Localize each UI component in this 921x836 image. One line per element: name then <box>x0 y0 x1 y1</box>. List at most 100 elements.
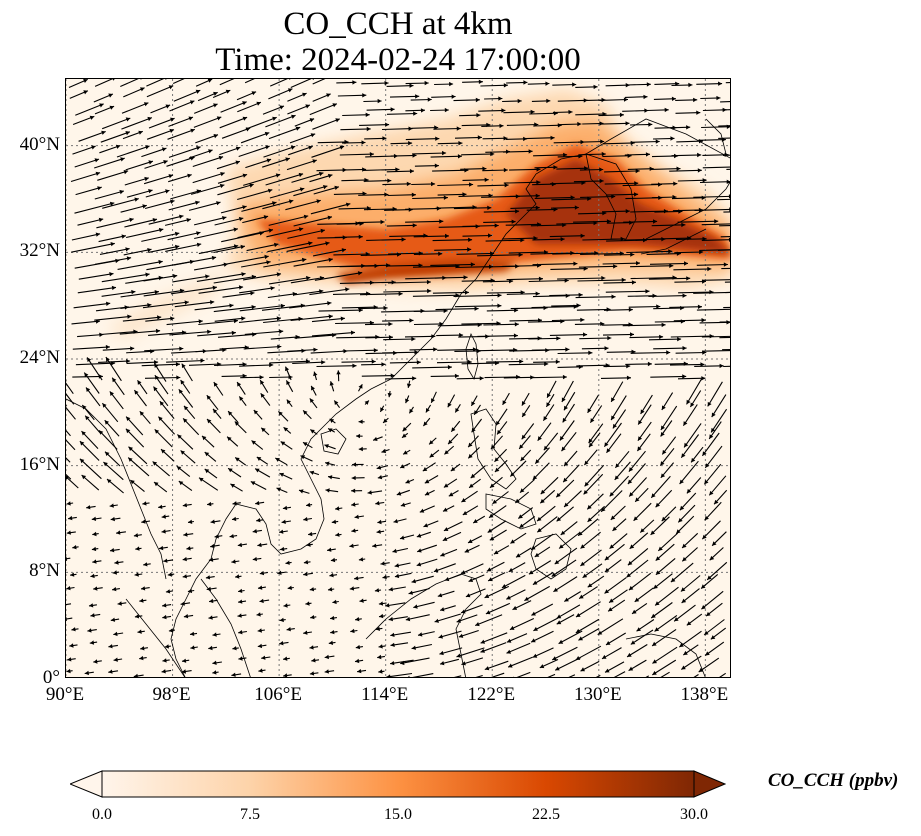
wind-arrowhead-829 <box>461 498 466 503</box>
wind-arrowhead-133 <box>600 139 605 144</box>
wind-arrow-1197 <box>568 674 576 677</box>
wind-arrowhead-592 <box>154 363 159 368</box>
wind-arrowhead-1128 <box>257 643 263 649</box>
wind-arrowhead-909 <box>376 529 381 534</box>
wind-arrowhead-397 <box>241 272 246 277</box>
wind-arrowhead-685 <box>383 418 388 423</box>
wind-arrowhead-1047 <box>332 599 337 605</box>
wind-arrowhead-448 <box>106 301 111 306</box>
wind-arrowhead-479 <box>170 316 175 321</box>
wind-arrow-390 <box>696 263 728 266</box>
wind-arrowhead-1117 <box>652 641 657 646</box>
wind-arrowhead-392 <box>109 272 114 277</box>
wind-arrowhead-945 <box>554 560 560 565</box>
wind-arrow-893 <box>650 516 670 536</box>
wind-arrowhead-750 <box>584 460 589 465</box>
colorbar-tick-label-4: 30.0 <box>680 806 708 823</box>
wind-arrow-317 <box>287 229 326 239</box>
wind-arrowhead-60 <box>189 100 195 105</box>
wind-arrow-351 <box>434 248 472 251</box>
wind-arrow-220 <box>651 183 678 185</box>
wind-arrowhead-838 <box>679 505 685 511</box>
wind-arrowhead-854 <box>400 502 406 507</box>
wind-arrowhead-477 <box>127 314 132 319</box>
coastline-taiwan <box>465 332 479 381</box>
wind-arrow-330 <box>606 239 648 242</box>
wind-arrowhead-334 <box>728 237 730 242</box>
wind-arrowhead-52 <box>671 96 676 101</box>
wind-arrow-276 <box>654 210 683 213</box>
wind-arrowhead-26 <box>718 81 723 86</box>
wind-arrow-644 <box>66 393 75 405</box>
wind-arrowhead-917 <box>559 544 564 549</box>
wind-arrowhead-414 <box>631 280 636 285</box>
wind-arrowhead-20 <box>572 82 577 87</box>
wind-arrowhead-816 <box>154 482 159 487</box>
wind-arrowhead-1136 <box>439 650 444 656</box>
wind-arrow-514 <box>311 331 356 337</box>
wind-arrowhead-288 <box>303 214 309 219</box>
wind-arrowhead-761 <box>180 450 185 455</box>
wind-arrow-243 <box>534 196 575 199</box>
wind-arrowhead-859 <box>518 514 523 519</box>
wind-arrow-211 <box>437 183 474 187</box>
wind-arrow-341 <box>198 245 239 255</box>
wind-arrowhead-795 <box>328 475 333 480</box>
wind-arrowhead-236 <box>384 192 389 197</box>
wind-arrowhead-203 <box>275 173 281 178</box>
wind-arrowhead-1013 <box>187 588 193 594</box>
wind-arrowhead-1024 <box>437 593 443 598</box>
wind-arrow-118 <box>221 127 251 139</box>
wind-arrowhead-966 <box>394 563 400 568</box>
wind-arrowhead-632 <box>447 402 452 408</box>
wind-arrowhead-982 <box>112 570 117 575</box>
wind-arrowhead-772 <box>450 466 456 472</box>
wind-arrow-407 <box>434 276 468 279</box>
wind-arrowhead-651 <box>239 396 244 401</box>
wind-arrowhead-714 <box>402 433 407 438</box>
wind-arrow-320 <box>366 238 406 241</box>
wind-arrowhead-1160 <box>355 658 360 664</box>
wind-arrow-459 <box>341 306 378 309</box>
wind-arrow-198 <box>124 177 149 186</box>
wind-arrow-9 <box>290 79 312 89</box>
wind-arrow-195 <box>726 168 730 170</box>
wind-arrow-1192 <box>453 675 462 677</box>
wind-arrowhead-109 <box>686 125 691 130</box>
wind-arrow-264 <box>363 208 397 211</box>
wind-arrowhead-823 <box>325 488 330 493</box>
wind-arrow-576 <box>461 362 500 365</box>
wind-arrowhead-234 <box>334 185 339 190</box>
wind-arrow-521 <box>477 335 518 337</box>
wind-arrowhead-745 <box>468 453 473 459</box>
wind-arrowhead-13 <box>409 83 414 88</box>
wind-arrowhead-811 <box>709 490 714 496</box>
wind-arrow-451 <box>142 301 189 309</box>
wind-arrowhead-747 <box>520 456 525 461</box>
wind-arrow-486 <box>311 317 345 323</box>
wind-arrowhead-1007 <box>701 584 706 589</box>
wind-arrowhead-54 <box>716 95 721 101</box>
wind-arrowhead-312 <box>196 231 201 236</box>
wind-arrow-117 <box>195 134 219 144</box>
wind-arrowhead-847 <box>232 501 237 506</box>
wind-arrow-358 <box>603 253 635 256</box>
wind-arrowhead-760 <box>161 449 166 454</box>
map-panel[interactable] <box>65 78 731 678</box>
wind-arrowhead-697 <box>660 432 665 437</box>
wind-arrowhead-136 <box>670 136 675 141</box>
wind-arrowhead-1111 <box>506 638 512 643</box>
wind-arrowhead-63 <box>256 101 261 106</box>
wind-arrow-357 <box>580 252 624 255</box>
wind-arrowhead-470 <box>628 307 633 312</box>
wind-arrow-511 <box>244 330 284 335</box>
wind-arrowhead-323 <box>468 237 473 242</box>
wind-arrowhead-1056 <box>531 611 536 616</box>
wind-arrowhead-179 <box>362 167 367 172</box>
wind-arrow-432 <box>359 293 403 296</box>
wind-arrowhead-961 <box>285 560 290 565</box>
wind-arrow-214 <box>503 181 541 184</box>
wind-arrow-977 <box>655 557 676 576</box>
wind-arrowhead-11 <box>352 80 357 85</box>
wind-arrowhead-239 <box>462 192 467 197</box>
